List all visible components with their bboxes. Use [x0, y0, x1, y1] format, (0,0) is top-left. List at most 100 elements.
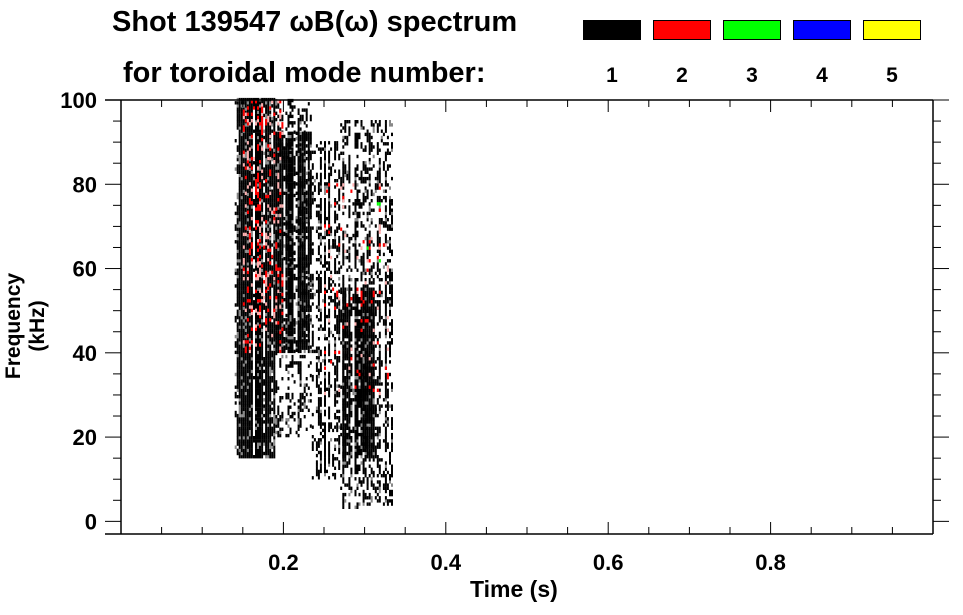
spectrogram-cell-mode-1	[234, 319, 237, 323]
spectrogram-cell-mode-1	[246, 176, 249, 181]
spectrogram-cell-mode-1	[338, 283, 341, 287]
spectrogram-cell-mode-1	[248, 312, 251, 317]
spectrogram-cell-mode-1	[295, 361, 298, 365]
spectrogram-cell-mode-1	[248, 101, 251, 105]
spectrogram-cell-mode-1	[301, 172, 304, 177]
spectrogram-cell-mode-1	[242, 334, 245, 339]
spectrogram-cell-mode-1	[319, 172, 322, 177]
spectrogram-cell-mode-1	[261, 214, 264, 219]
spectrogram-cell-mode-1	[336, 416, 339, 420]
spectrogram-cell-mode-1	[291, 124, 294, 128]
spectrogram-cell-mode-1	[259, 401, 261, 405]
spectrogram-cell-mode-1	[293, 193, 296, 198]
spectrogram-cell-mode-1	[328, 359, 331, 363]
spectrogram-cell-mode-1	[319, 141, 322, 145]
spectrogram-cell-mode-1	[301, 134, 304, 139]
spectrogram-cell-mode-1	[307, 144, 310, 148]
spectrogram-cell-mode-1	[289, 193, 292, 198]
spectrogram-cell-mode-1	[248, 363, 251, 367]
spectrogram-cell-mode-1	[354, 303, 357, 307]
spectrogram-cell-mode-1	[236, 170, 239, 174]
spectrogram-cell-mode-1	[277, 421, 280, 425]
spectrogram-cell-mode-1	[281, 289, 284, 293]
spectrogram-cell-mode-1	[299, 155, 302, 160]
spectrogram-cell-mode-1	[319, 416, 322, 420]
spectrogram-cell-mode-1	[248, 325, 251, 329]
spectrogram-cell-mode-1	[287, 250, 290, 254]
spectrogram-cell-mode-1	[242, 306, 245, 310]
spectrogram-cell-mode-1	[250, 363, 253, 367]
spectrogram-cell-mode-1	[244, 243, 247, 247]
spectrogram-cell-mode-1	[328, 409, 331, 414]
spectrogram-cell-mode-1	[281, 258, 284, 262]
spectrogram-cell-mode-1	[281, 286, 284, 290]
spectrogram-cell-mode-1	[350, 404, 353, 408]
spectrogram-cell-mode-1	[307, 333, 310, 338]
spectrogram-cell-mode-1	[297, 216, 300, 221]
spectrogram-cell-mode-1	[291, 308, 294, 312]
spectrogram-cell-mode-1	[291, 248, 294, 252]
spectrogram-cell-mode-1	[269, 281, 272, 285]
spectrogram-cell-mode-1	[279, 194, 282, 199]
spectrogram-cell-mode-1	[303, 169, 306, 173]
spectrogram-cell-mode-1	[242, 173, 245, 178]
spectrogram-cell-mode-1	[348, 325, 351, 329]
spectrogram-cell-mode-1	[246, 451, 249, 456]
spectrogram-cell-mode-1	[240, 366, 243, 370]
spectrogram-cell-mode-1	[285, 254, 288, 259]
spectrogram-cell-mode-1	[340, 423, 343, 427]
spectrogram-cell-mode-1	[291, 354, 294, 359]
spectrogram-cell-mode-1	[240, 312, 243, 317]
spectrogram-cell-mode-1	[255, 439, 257, 443]
spectrogram-cell-mode-1	[324, 359, 326, 363]
spectrogram-cell-mode-1	[338, 444, 341, 448]
spectrogram-cell-mode-1	[370, 353, 373, 358]
spectrogram-cell-mode-1	[354, 325, 357, 329]
spectrogram-cell-mode-1	[352, 297, 355, 301]
spectrogram-cell-mode-1	[236, 233, 239, 238]
spectrogram-cell-mode-1	[307, 141, 310, 145]
spectrogram-cell-mode-1	[297, 165, 300, 169]
spectrogram-cell-mode-1	[271, 265, 274, 269]
spectrogram-cell-mode-1	[271, 328, 274, 332]
spectrogram-cell-mode-1	[275, 386, 278, 390]
spectrogram-cell-mode-1	[285, 251, 288, 256]
spectrogram-cell-mode-1	[234, 401, 237, 405]
spectrogram-cell-mode-1	[250, 249, 253, 253]
spectrogram-cell-mode-1	[269, 176, 272, 181]
spectrogram-cell-mode-1	[301, 343, 304, 347]
spectrogram-cell-mode-1	[240, 328, 243, 332]
spectrogram-cell-mode-1	[297, 144, 300, 148]
spectrogram-cell-mode-1	[324, 457, 326, 461]
spectrogram-cell-mode-1	[281, 349, 284, 354]
spectrogram-cell-mode-1	[352, 300, 355, 304]
spectrogram-cell-mode-1	[259, 338, 261, 342]
spectrogram-cell-mode-1	[238, 139, 241, 143]
spectrogram-cell-mode-1	[366, 290, 369, 295]
spectrogram-cell-mode-1	[240, 442, 243, 446]
spectrogram-cell-mode-1	[259, 328, 261, 332]
spectrogram-cell-mode-1	[267, 189, 270, 193]
spectrogram-cell-mode-1	[271, 429, 274, 434]
spectrogram-cell-mode-1	[285, 283, 288, 287]
spectrogram-cell-mode-1	[244, 290, 247, 295]
spectrogram-cell-mode-1	[269, 101, 272, 105]
spectrogram-cell-mode-1	[360, 398, 363, 402]
spectrogram-cell-mode-1	[334, 384, 337, 388]
spectrogram-cell-mode-1	[342, 306, 345, 310]
spectrogram-cell-mode-1	[240, 268, 243, 272]
spectrogram-cell-mode-1	[311, 374, 314, 379]
spectrogram-cell-mode-1	[285, 343, 288, 347]
spectrogram-cell-mode-1	[265, 189, 268, 193]
spectrogram-cell-mode-1	[269, 104, 272, 108]
spectrogram-cell-mode-1	[317, 220, 320, 224]
spectrogram-cell-mode-1	[285, 264, 288, 268]
spectrogram-cell-mode-1	[299, 333, 302, 338]
spectrogram-cell-mode-1	[297, 108, 300, 112]
spectrogram-cell-mode-1	[238, 183, 241, 187]
spectrogram-cell-mode-1	[248, 205, 251, 209]
spectrogram-cell-mode-1	[326, 229, 328, 233]
spectrogram-cell-mode-1	[287, 346, 290, 350]
spectrogram-cell-mode-1	[269, 139, 272, 143]
spectrogram-cell-mode-1	[269, 448, 272, 453]
